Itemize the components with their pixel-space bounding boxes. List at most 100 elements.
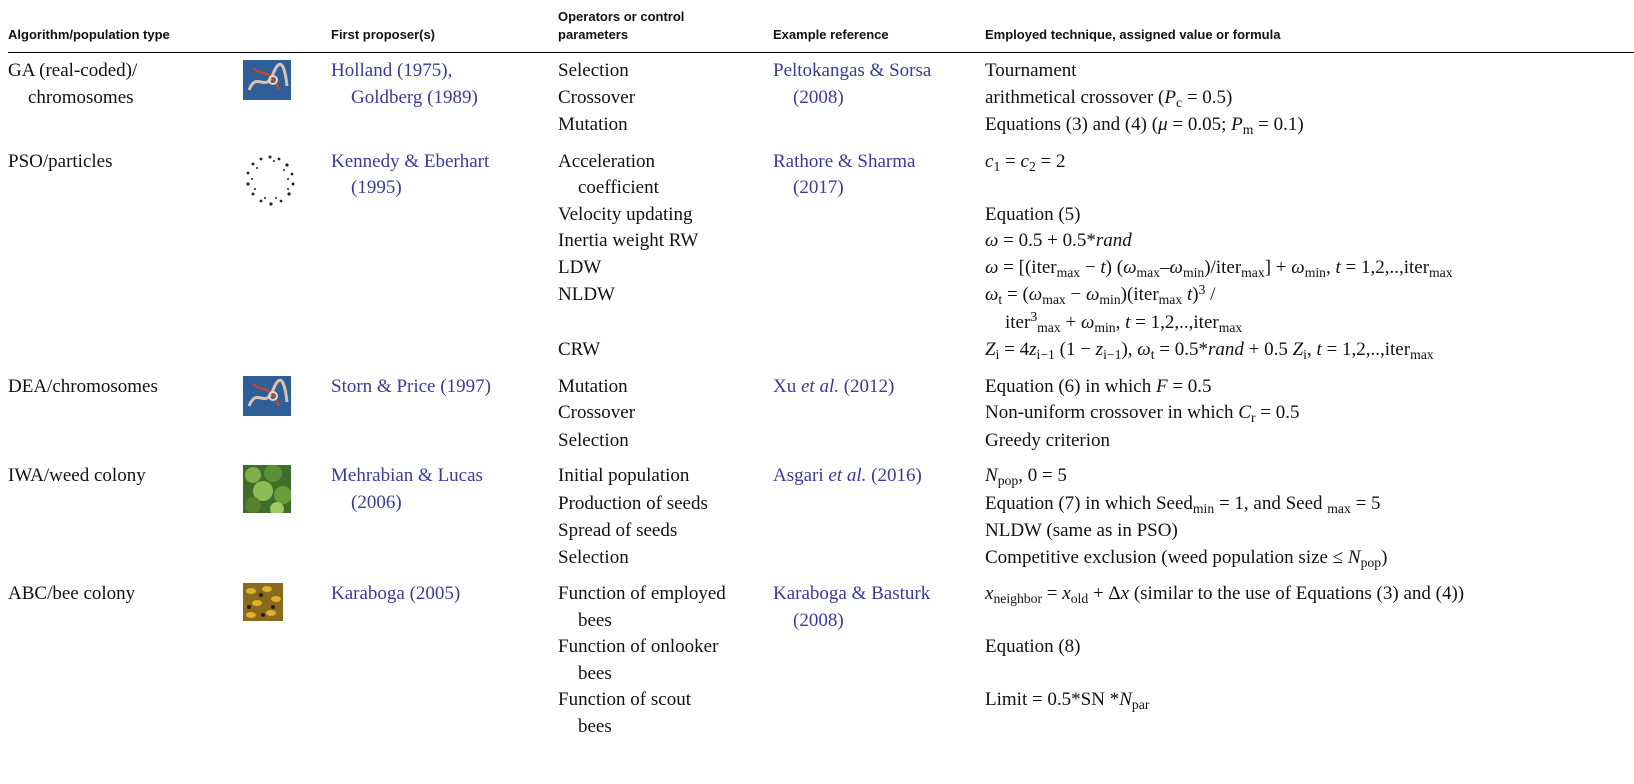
technique-cell: ωt = (ωmax − ωmin)(itermax t)3 /iter3max…: [985, 282, 1634, 337]
image-cell: [243, 454, 331, 572]
text-run: = 0.1): [1253, 114, 1304, 135]
text-run: )/iter: [1204, 256, 1242, 278]
operator-cell: Production of seeds: [558, 491, 773, 519]
text-run: (2012): [838, 375, 895, 397]
subscript: neighbor: [993, 591, 1043, 607]
italic-run: ω: [985, 284, 999, 305]
reference-citation[interactable]: (2017): [773, 175, 985, 202]
reference-cell: Karaboga & Basturk (2008): [773, 572, 985, 740]
text-run: (1995): [351, 177, 402, 198]
proposer-citation[interactable]: Holland (1975),: [331, 58, 558, 85]
subscript: max: [1037, 319, 1061, 335]
subscript: pop: [997, 473, 1019, 489]
text-run: ,: [1306, 339, 1317, 360]
column-header: First proposer(s): [331, 0, 558, 53]
operator-line: bees: [558, 661, 773, 688]
reference-citation[interactable]: (2008): [773, 608, 985, 635]
technique-line: ω = 0.5 + 0.5*rand: [985, 228, 1634, 255]
reference-citation[interactable]: Karaboga & Basturk: [773, 581, 985, 608]
italic-run: ω: [1028, 284, 1043, 305]
proposer-citation[interactable]: Karaboga (2005): [331, 581, 558, 608]
operator-cell: NLDW: [558, 282, 773, 337]
proposer-citation[interactable]: Kennedy & Eberhart: [331, 149, 558, 176]
technique-line: Npop, 0 = 5: [985, 463, 1634, 491]
proposer-citation[interactable]: Storn & Price (1997): [331, 374, 558, 401]
text-run: coefficient: [578, 177, 659, 198]
table-row: Crossover arithmetical crossover (Pc = 0.…: [8, 85, 1634, 113]
proposer-citation[interactable]: (1995): [331, 175, 558, 202]
subscript: r: [1250, 410, 1256, 426]
text-run: Spread of seeds: [558, 520, 678, 541]
reference-cell: Asgari et al. (2016): [773, 454, 985, 572]
operator-cell: Selection: [558, 545, 773, 573]
operator-line: LDW: [558, 255, 773, 282]
text-run: Tournament: [985, 60, 1077, 81]
proposer-citation[interactable]: Mehrabian & Lucas: [331, 463, 558, 490]
algorithm-cell: GA (real-coded)/ chromosomes: [8, 53, 243, 140]
text-run: ,: [1115, 311, 1126, 333]
operator-cell: Function of scout bees: [558, 687, 773, 740]
operator-line: Production of seeds: [558, 491, 773, 518]
text-run: Equations (3) and (4) (: [985, 114, 1159, 135]
italic-run: z: [1029, 339, 1037, 360]
reference-citation[interactable]: Asgari et al. (2016): [773, 463, 985, 490]
technique-line: Tournament: [985, 58, 1634, 85]
text-run: Karaboga (2005): [331, 583, 461, 604]
subscript: max: [1410, 347, 1434, 363]
italic-run: P: [1231, 114, 1243, 135]
operator-cell: LDW: [558, 255, 773, 283]
text-run: Acceleration: [558, 150, 656, 172]
operator-line: Acceleration: [558, 149, 773, 176]
algorithm-cell: IWA/weed colony: [8, 454, 243, 572]
table-row: Crossover Non-uniform crossover in which …: [8, 400, 1634, 428]
technique-line: ωt = (ωmax − ωmin)(itermax t)3 /: [985, 282, 1634, 310]
table-row: Selection Competitive exclusion (weed pop…: [8, 545, 1634, 573]
text-run: GA (real-coded)/: [8, 60, 138, 81]
text-run: = [(iter: [998, 256, 1057, 278]
subscript: max: [1218, 319, 1243, 335]
subscript: t: [998, 292, 1003, 308]
italic-run: rand: [1207, 339, 1244, 360]
weed-image: [243, 465, 291, 513]
italic-run: c: [985, 150, 994, 172]
column-header: Example reference: [773, 0, 985, 53]
text-run: /: [1205, 284, 1216, 305]
reference-citation[interactable]: Peltokangas & Sorsa: [773, 58, 985, 85]
italic-run: t: [1125, 311, 1131, 333]
algorithm-line: GA (real-coded)/: [8, 58, 243, 85]
subscript: t: [1150, 347, 1155, 363]
image-cell: [243, 140, 331, 365]
text-run: =: [1042, 583, 1063, 604]
reference-citation[interactable]: (2008): [773, 85, 985, 112]
table-row: DEA/chromosomes Storn & Price (1997) Mutat…: [8, 365, 1634, 416]
operator-line: bees: [558, 714, 773, 741]
proposer-citation[interactable]: Goldberg (1989): [331, 85, 558, 112]
text-run: Kennedy & Eberhart: [331, 150, 490, 172]
reference-citation[interactable]: Rathore & Sharma: [773, 149, 985, 176]
column-header: Algorithm/population type: [8, 0, 243, 53]
text-run: iter: [1005, 311, 1031, 333]
proposer-cell: Karaboga (2005): [331, 572, 558, 740]
technique-cell: xneighbor = xold + Δx (similar to the us…: [985, 572, 1634, 634]
proposer-citation[interactable]: (2006): [331, 490, 558, 517]
italic-run: ω: [985, 230, 999, 251]
subscript: pop: [1360, 554, 1382, 570]
algorithm-cell: DEA/chromosomes: [8, 365, 243, 455]
reference-citation[interactable]: Xu et al. (2012): [773, 374, 985, 401]
text-run: bees: [578, 609, 612, 631]
operator-line: Crossover: [558, 85, 773, 112]
technique-line: Equation (5): [985, 202, 1634, 229]
operator-cell: Selection: [558, 53, 773, 85]
operator-cell: Velocity updating: [558, 202, 773, 229]
technique-cell: Competitive exclusion (weed population s…: [985, 545, 1634, 573]
italic-run: z: [1095, 339, 1104, 360]
chromosome-image: [243, 375, 291, 416]
text-run: ) (: [1105, 256, 1124, 278]
text-run: Function of employed: [558, 583, 726, 604]
italic-run: t: [1186, 284, 1193, 305]
italic-run: C: [1238, 402, 1251, 423]
chromosome-image: [243, 60, 291, 100]
text-run: Mehrabian & Lucas: [331, 465, 483, 486]
text-run: (1 −: [1054, 339, 1096, 360]
subscript: c: [1175, 94, 1183, 110]
